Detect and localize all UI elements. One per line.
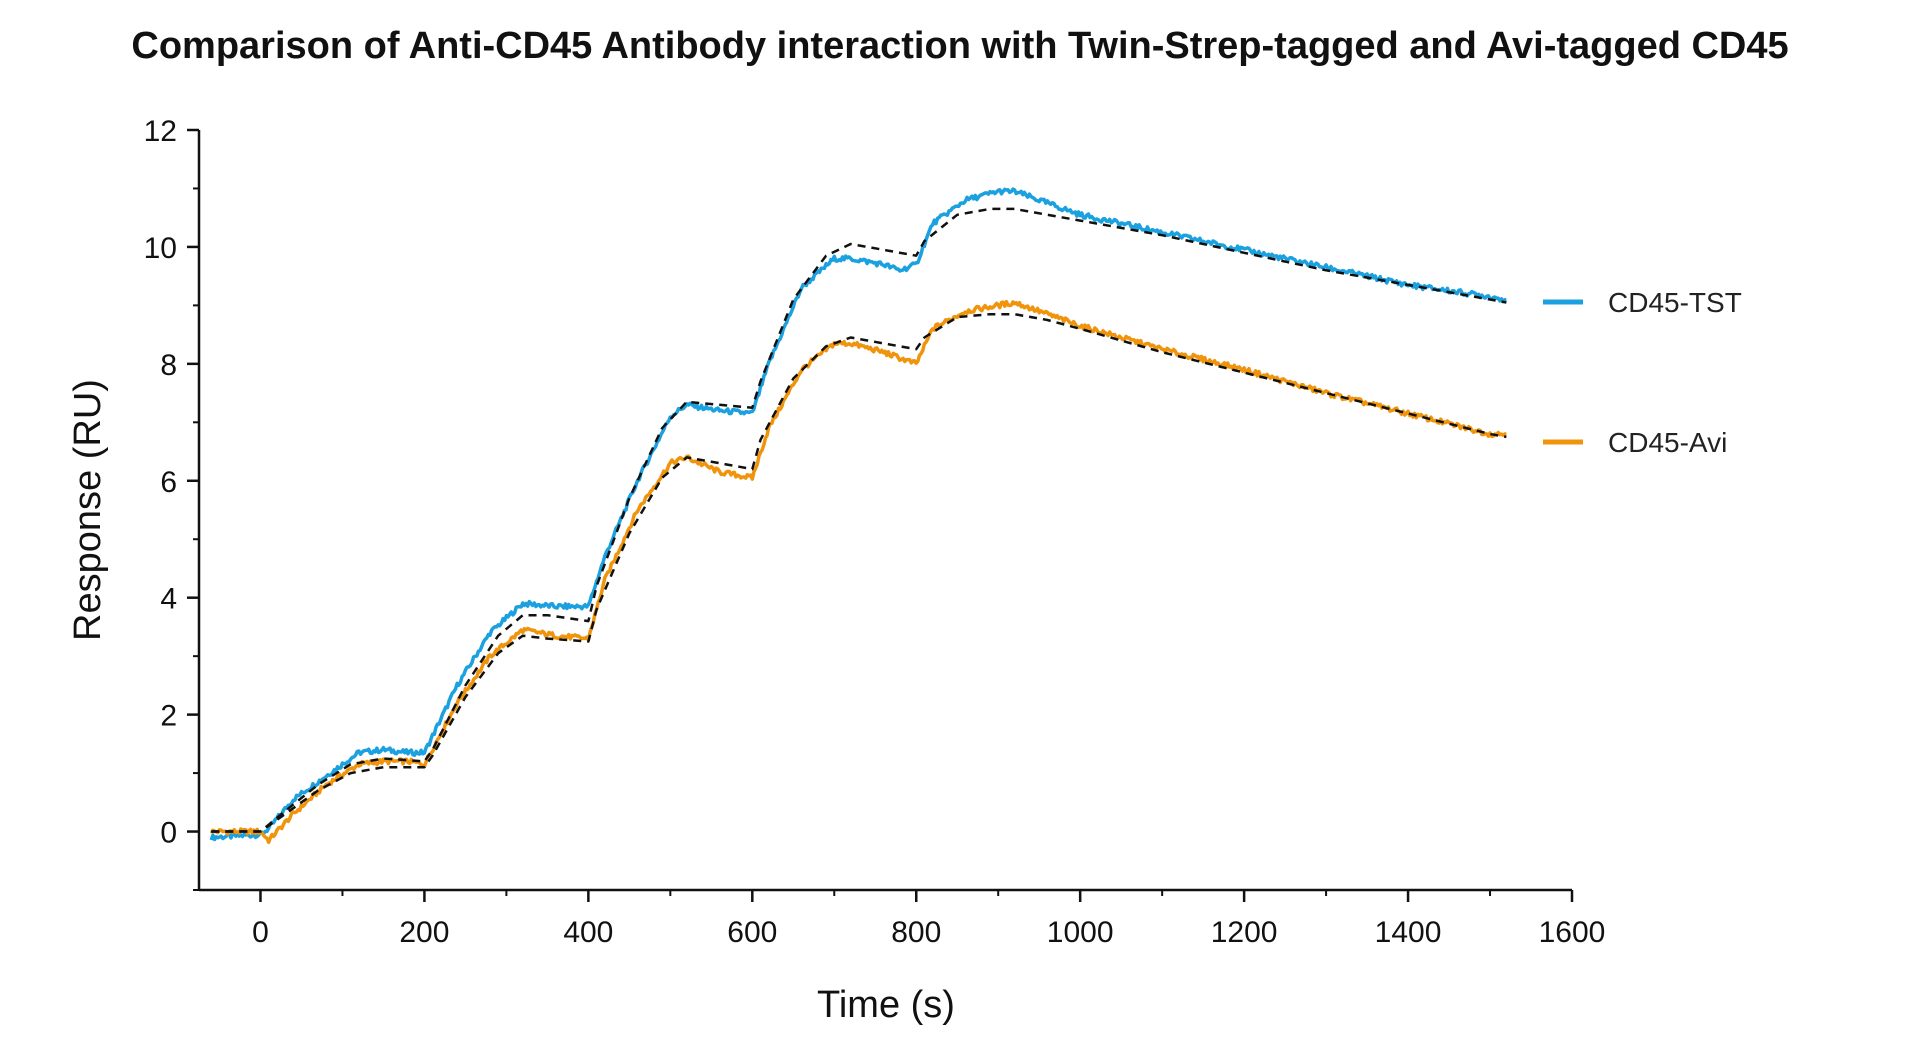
x-axis-label: Time (s) <box>817 984 955 1026</box>
fit-curve-dashed-1 <box>211 207 1507 833</box>
plot-area: 0 2 4 6 8 10 12 0 200 400 600 800 1000 1200 1400 1600 <box>144 115 1606 949</box>
y-tick-label: 12 <box>144 115 177 148</box>
y-ticks: 0 2 4 6 8 10 12 <box>144 115 199 891</box>
x-tick-label: 0 <box>252 916 269 949</box>
legend-label: CD45-Avi <box>1608 427 1727 458</box>
series-group <box>209 187 1507 845</box>
x-tick-label: 800 <box>891 916 941 949</box>
y-tick-label: 8 <box>160 349 177 382</box>
x-tick-label: 1400 <box>1375 916 1442 949</box>
y-tick-label: 10 <box>144 232 177 265</box>
x-ticks: 0 200 400 600 800 1000 1200 1400 1600 <box>252 890 1605 949</box>
y-tick-label: 0 <box>160 817 177 850</box>
y-tick-label: 6 <box>160 466 177 499</box>
legend-label: CD45-TST <box>1608 287 1742 318</box>
x-tick-label: 1000 <box>1047 916 1114 949</box>
x-tick-label: 1200 <box>1211 916 1278 949</box>
x-tick-label: 600 <box>727 916 777 949</box>
chart-title: Comparison of Anti-CD45 Antibody interac… <box>131 25 1788 67</box>
x-tick-label: 1600 <box>1539 916 1606 949</box>
y-tick-label: 2 <box>160 700 177 733</box>
y-axis-label: Response (RU) <box>67 379 109 641</box>
y-tick-label: 4 <box>160 583 177 616</box>
legend: CD45-TST CD45-Avi <box>1543 287 1742 458</box>
fit-curve-dashed-2 <box>211 312 1507 833</box>
series-line-cd45-tst <box>209 187 1507 842</box>
x-tick-label: 200 <box>399 916 449 949</box>
x-tick-label: 400 <box>563 916 613 949</box>
